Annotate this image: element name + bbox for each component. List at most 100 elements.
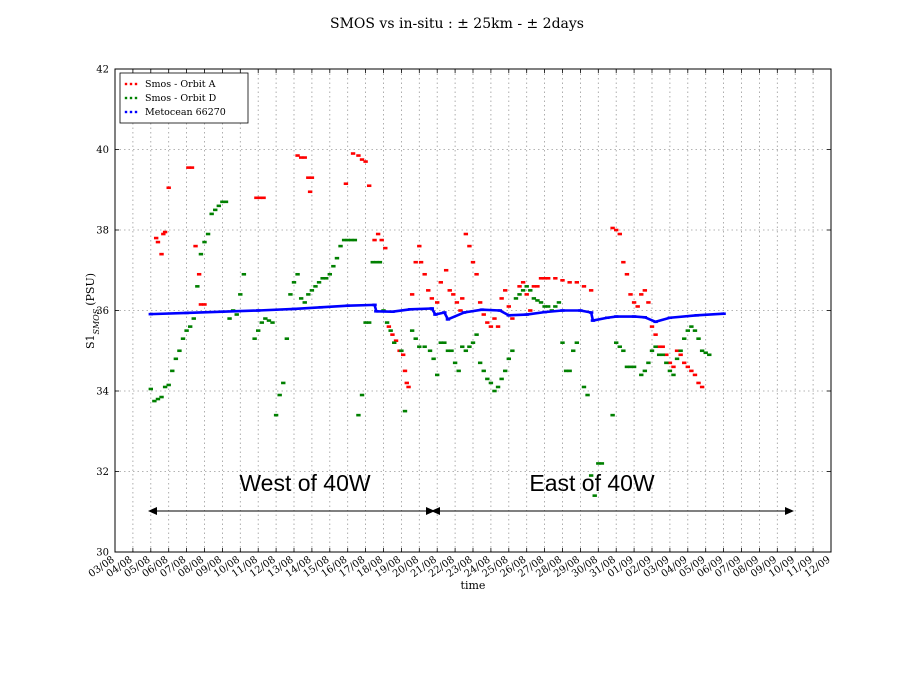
data-point (503, 289, 508, 292)
data-point (699, 349, 705, 353)
data-point (571, 349, 576, 353)
data-point (479, 308, 485, 311)
data-point (356, 413, 361, 417)
legend-marker (134, 82, 138, 86)
data-point (263, 317, 268, 320)
data-point (653, 320, 658, 324)
data-point (284, 337, 290, 340)
data-point (213, 208, 218, 212)
data-point (184, 329, 189, 332)
data-point (578, 309, 583, 312)
data-point (685, 329, 690, 332)
y-axis-title: S1SMOS (PSU) (84, 273, 101, 349)
legend-marker (124, 96, 128, 100)
legend: Smos - Orbit A Smos - Orbit D Metocean 662… (119, 72, 249, 124)
data-point (696, 337, 701, 340)
legend-marker (129, 110, 133, 114)
data-point (671, 373, 676, 377)
data-point (166, 383, 171, 387)
data-point (689, 369, 694, 373)
data-point (227, 317, 232, 320)
data-point (295, 272, 300, 276)
data-point (359, 393, 365, 397)
data-point (674, 357, 680, 361)
data-point (406, 385, 411, 389)
data-point (531, 297, 537, 300)
data-point (492, 389, 497, 393)
data-point (563, 369, 569, 373)
data-point (574, 341, 580, 344)
legend-marker (124, 82, 128, 86)
data-point (155, 240, 161, 244)
y-tick-label: 32 (96, 467, 109, 478)
data-point (628, 293, 633, 296)
data-point (653, 345, 658, 349)
y-tick-label: 36 (96, 306, 109, 317)
data-point (372, 303, 377, 307)
data-point (209, 212, 214, 216)
data-point (366, 184, 372, 188)
west-region-label: West of 40W (239, 470, 371, 496)
data-point (621, 349, 626, 353)
data-point (499, 297, 504, 300)
y-tick-label: 38 (96, 226, 109, 237)
data-point (506, 305, 511, 308)
data-point (474, 333, 479, 336)
x-axis-ticks: 03/0804/0805/0806/0807/0808/0809/0810/08… (87, 69, 833, 580)
data-point (422, 345, 427, 349)
data-point (374, 310, 379, 313)
data-point (599, 462, 605, 465)
data-point (429, 307, 435, 310)
data-point (642, 289, 648, 292)
data-point (452, 361, 458, 365)
data-point (349, 238, 354, 242)
data-point (513, 297, 519, 300)
data-point (667, 316, 673, 320)
data-point (617, 232, 622, 236)
data-point (671, 365, 676, 369)
data-point (481, 313, 486, 316)
y-axis-title-sub: SMOS (92, 308, 101, 334)
x-axis-title: time (461, 579, 486, 592)
data-point (435, 301, 440, 304)
data-point (538, 301, 544, 304)
data-point (433, 313, 438, 316)
data-point (678, 353, 683, 357)
data-point (460, 297, 465, 300)
data-point (506, 357, 511, 361)
data-point (664, 353, 669, 357)
data-point (510, 349, 515, 353)
data-point (699, 385, 705, 389)
data-point (477, 361, 483, 365)
data-point (553, 277, 558, 280)
data-point (193, 244, 198, 248)
data-point (535, 299, 540, 302)
data-point (413, 337, 418, 340)
data-point (159, 252, 164, 256)
data-point (528, 309, 533, 312)
data-point (291, 281, 297, 284)
plot-series (148, 152, 726, 497)
data-point (153, 236, 159, 240)
data-point (445, 318, 451, 321)
y-tick-label: 42 (96, 65, 109, 76)
data-point (298, 297, 304, 300)
data-point (535, 285, 540, 288)
data-point (588, 311, 594, 314)
data-point (481, 369, 486, 373)
data-point (463, 349, 469, 353)
data-point (241, 272, 247, 276)
region-annotations: West of 40W East of 40W (148, 470, 794, 515)
data-point (384, 321, 390, 324)
data-point (316, 281, 322, 284)
data-point (309, 289, 315, 292)
data-point (266, 319, 272, 322)
data-point (556, 301, 562, 304)
series-3-markers (148, 303, 726, 324)
data-point (707, 353, 712, 357)
data-point (567, 369, 572, 373)
data-point (320, 277, 325, 280)
data-point (198, 303, 204, 306)
data-point (417, 345, 422, 349)
legend-marker (134, 110, 138, 114)
